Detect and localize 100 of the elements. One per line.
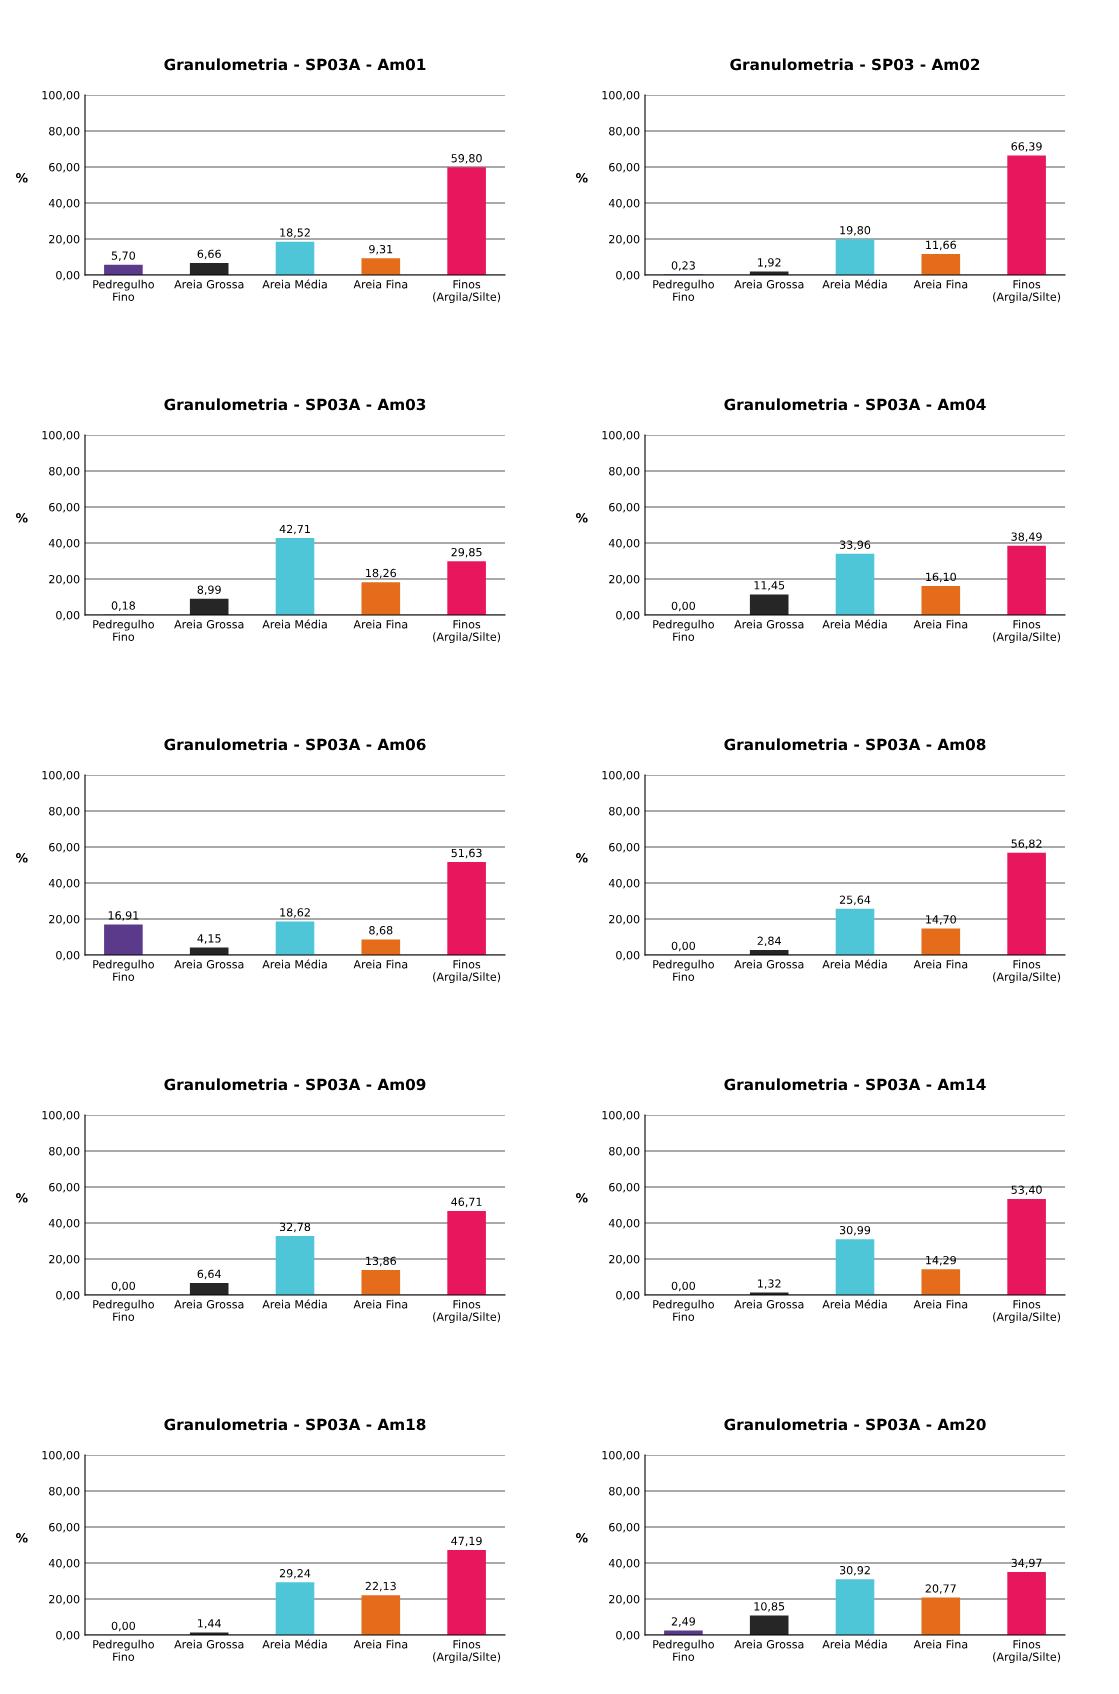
x-tick-label: Areia Grossa [734, 1299, 804, 1309]
x-tick-label: Areia Média [822, 1639, 887, 1649]
x-tick-label: Areia Grossa [174, 279, 244, 289]
y-tick-label: 100,00 [42, 90, 80, 101]
y-axis-title: % [575, 173, 588, 183]
y-tick-label: 100,00 [42, 430, 80, 441]
data-label: 19,80 [840, 226, 871, 236]
x-tick-label: Finos (Argila/Silte) [993, 619, 1061, 644]
y-tick-label: 40,00 [608, 538, 640, 549]
y-tick-label: 80,00 [49, 126, 80, 137]
y-tick-label: 20,00 [609, 1594, 640, 1605]
chart-title: Granulometria - SP03A - Am01 [164, 58, 426, 71]
x-tick-label: Areia Grossa [734, 1639, 804, 1649]
data-label: 0,00 [111, 1281, 136, 1292]
x-tick-label: Areia Fina [913, 1639, 968, 1649]
y-tick-label: 40,00 [48, 878, 80, 889]
data-label: 11,66 [926, 240, 957, 251]
data-label: 29,85 [451, 547, 482, 558]
data-label: 1,92 [758, 258, 781, 268]
y-tick-label: 80,00 [609, 466, 640, 477]
data-label: 1,44 [198, 1619, 221, 1629]
x-tick-label: Areia Grossa [174, 959, 244, 969]
y-tick-label: 40,00 [608, 1558, 640, 1569]
y-tick-label: 0,00 [56, 270, 80, 281]
data-label: 16,91 [108, 911, 139, 921]
data-label: 18,52 [280, 228, 310, 238]
y-tick-label: 80,00 [609, 806, 640, 817]
y-tick-label: 80,00 [49, 466, 80, 477]
x-tick-label: Finos (Argila/Silte) [993, 1299, 1061, 1324]
y-tick-label: 0,00 [616, 610, 640, 621]
data-label: 0,00 [671, 941, 696, 952]
x-tick-label: Areia Fina [913, 279, 968, 289]
data-label: 0,00 [671, 1281, 696, 1292]
data-label: 18,26 [366, 568, 397, 579]
data-label: 10,85 [754, 1602, 785, 1612]
y-tick-label: 20,00 [49, 234, 80, 245]
x-tick-label: Areia Grossa [174, 1299, 244, 1309]
y-tick-label: 60,00 [609, 502, 640, 513]
x-tick-label: Areia Grossa [174, 1639, 244, 1649]
data-label: 30,99 [839, 1225, 871, 1236]
data-label: 0,23 [671, 261, 695, 271]
data-label: 14,29 [926, 1255, 956, 1266]
y-axis-title: % [15, 1533, 28, 1543]
y-tick-label: 100,00 [42, 1110, 80, 1121]
y-tick-label: 0,00 [56, 950, 80, 961]
data-label: 51,63 [451, 848, 482, 859]
x-tick-label: Areia Fina [913, 959, 968, 969]
data-label: 2,49 [671, 1617, 695, 1627]
data-label: 22,13 [365, 1581, 396, 1592]
data-label: 30,92 [839, 1566, 870, 1576]
x-tick-label: Pedregulho Fino [93, 959, 154, 981]
data-label: 59,80 [451, 154, 482, 164]
y-tick-label: 0,00 [616, 270, 640, 281]
y-axis-title: % [15, 853, 28, 863]
data-label: 9,31 [369, 244, 393, 255]
x-tick-label: Finos (Argila/Silte) [433, 1299, 501, 1324]
y-tick-label: 20,00 [49, 914, 80, 925]
data-label: 13,86 [366, 1256, 397, 1267]
y-axis-title: % [575, 1193, 588, 1203]
x-tick-label: Pedregulho Fino [93, 1299, 154, 1321]
data-label: 32,78 [279, 1222, 311, 1233]
x-tick-label: Areia Fina [353, 959, 408, 969]
y-tick-label: 20,00 [609, 914, 640, 925]
data-label: 0,18 [111, 601, 136, 611]
data-label: 46,71 [451, 1197, 482, 1208]
x-tick-label: Pedregulho Fino [653, 619, 714, 641]
x-tick-label: Finos (Argila/Silte) [993, 279, 1061, 304]
y-tick-label: 80,00 [49, 1146, 80, 1157]
x-tick-label: Areia Média [822, 619, 887, 629]
x-tick-label: Finos (Argila/Silte) [993, 1639, 1061, 1664]
y-axis-title: % [575, 1533, 588, 1543]
data-label: 1,32 [758, 1279, 781, 1289]
x-tick-label: Areia Média [262, 619, 327, 629]
y-tick-label: 100,00 [602, 770, 640, 781]
x-tick-label: Areia Fina [913, 619, 968, 629]
x-tick-label: Areia Fina [353, 1639, 408, 1649]
y-tick-label: 0,00 [616, 1290, 640, 1301]
x-tick-label: Pedregulho Fino [93, 279, 154, 301]
y-tick-label: 60,00 [49, 162, 80, 173]
x-tick-label: Pedregulho Fino [93, 1639, 154, 1661]
data-label: 5,70 [111, 251, 136, 261]
y-tick-label: 20,00 [609, 574, 640, 585]
y-axis-title: % [575, 853, 588, 863]
chart-title: Granulometria - SP03A - Am09 [164, 1078, 426, 1091]
x-tick-label: Finos (Argila/Silte) [433, 959, 501, 984]
x-tick-label: Finos (Argila/Silte) [433, 279, 501, 304]
y-axis-title: % [15, 513, 28, 523]
data-label: 6,64 [197, 1269, 221, 1280]
y-tick-label: 20,00 [609, 234, 640, 245]
x-tick-label: Areia Grossa [174, 619, 244, 629]
x-tick-label: Pedregulho Fino [653, 1639, 714, 1661]
x-tick-label: Areia Fina [353, 619, 408, 629]
data-label: 38,49 [1011, 532, 1042, 542]
x-tick-label: Pedregulho Fino [653, 279, 714, 301]
y-tick-label: 40,00 [48, 538, 80, 549]
y-tick-label: 40,00 [48, 198, 80, 209]
y-tick-label: 60,00 [609, 1182, 640, 1193]
x-tick-label: Areia Grossa [734, 279, 804, 289]
y-tick-label: 100,00 [602, 90, 640, 101]
data-label: 11,45 [754, 581, 785, 591]
